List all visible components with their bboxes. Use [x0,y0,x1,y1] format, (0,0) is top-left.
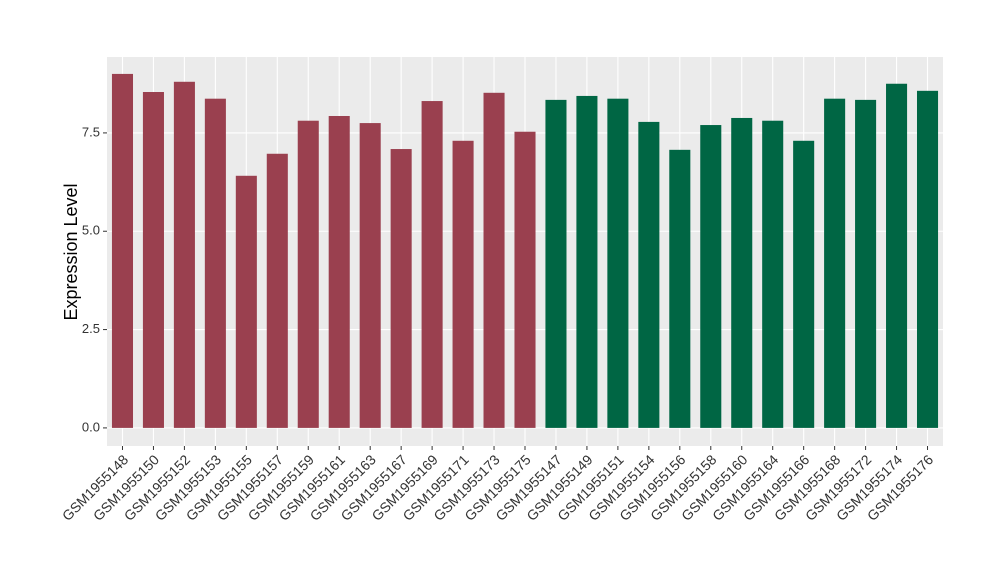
y-tick-label: 2.5 [82,321,100,336]
bar [638,121,660,428]
bar [173,81,195,428]
bar [607,98,629,428]
bar [576,95,598,428]
bar [421,101,443,428]
bar [297,120,319,428]
bar [328,115,350,428]
bar [855,99,877,428]
y-tick-label: 7.5 [82,124,100,139]
bar [111,73,134,428]
bar [545,99,567,428]
bar [886,83,908,428]
bar [452,140,474,428]
bar [793,140,815,428]
bar [514,131,536,428]
bar [824,98,846,428]
bar [235,175,257,428]
bar [731,117,753,428]
y-tick-label: 5.0 [82,223,100,238]
y-axis-title: Expression Level [61,183,81,320]
bar [483,92,505,428]
bar [916,90,939,428]
bar [142,92,164,428]
bar [762,120,784,428]
bar [204,98,226,428]
bar [359,123,381,428]
bar [700,125,722,428]
bar [669,149,691,428]
bar [390,149,412,428]
bar [266,153,288,428]
y-tick-label: 0.0 [82,419,100,434]
